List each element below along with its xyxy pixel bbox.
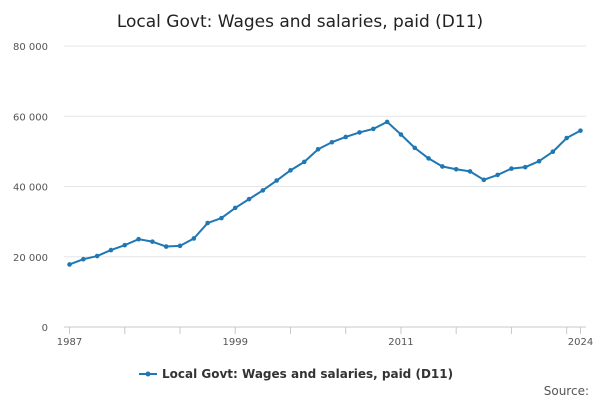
- data-point[interactable]: [522, 164, 528, 170]
- y-tick-label: 80 000: [13, 42, 48, 53]
- data-point[interactable]: [288, 168, 293, 173]
- data-point[interactable]: [564, 135, 569, 141]
- data-point[interactable]: [232, 205, 238, 211]
- data-point[interactable]: [122, 242, 128, 248]
- y-tick-label: 20 000: [13, 253, 48, 264]
- data-point[interactable]: [177, 243, 183, 249]
- y-tick-label: 60 000: [13, 112, 48, 123]
- data-point[interactable]: [357, 130, 362, 135]
- legend-label: Local Govt: Wages and salaries, paid (D1…: [162, 367, 453, 381]
- data-point[interactable]: [440, 164, 445, 169]
- data-point[interactable]: [412, 145, 418, 151]
- series-line[interactable]: [69, 120, 581, 266]
- data-point[interactable]: [219, 215, 224, 221]
- data-point[interactable]: [274, 178, 279, 183]
- data-point[interactable]: [108, 247, 114, 253]
- data-point[interactable]: [453, 166, 459, 172]
- x-axis: 1987 1999 2011 2024: [57, 326, 593, 348]
- x-tick-label: 2024: [568, 337, 593, 348]
- data-point[interactable]: [371, 126, 376, 132]
- data-point[interactable]: [136, 236, 141, 242]
- y-axis-tick-labels: 0 20 000 40 000 60 000 80 000: [13, 42, 48, 334]
- data-point[interactable]: [343, 134, 349, 140]
- x-tick-label: 2011: [388, 337, 413, 348]
- data-point[interactable]: [163, 244, 169, 249]
- data-point[interactable]: [384, 119, 390, 125]
- data-point[interactable]: [205, 220, 210, 226]
- series-layer: [67, 119, 583, 267]
- data-point[interactable]: [426, 156, 431, 161]
- data-point[interactable]: [315, 146, 321, 152]
- data-point[interactable]: [495, 172, 500, 178]
- y-tick-label: 40 000: [13, 183, 48, 194]
- data-point[interactable]: [398, 132, 404, 137]
- data-point[interactable]: [467, 169, 473, 174]
- data-point[interactable]: [578, 128, 583, 133]
- y-tick-label: 0: [42, 323, 48, 334]
- data-point[interactable]: [301, 159, 307, 165]
- chart-title: Local Govt: Wages and salaries, paid (D1…: [117, 12, 483, 32]
- source-label: Source:: [544, 384, 589, 398]
- data-point[interactable]: [81, 256, 86, 262]
- data-point[interactable]: [509, 166, 514, 171]
- data-point[interactable]: [329, 139, 335, 145]
- data-point[interactable]: [550, 149, 556, 155]
- data-point[interactable]: [191, 236, 197, 241]
- x-tick-label: 1987: [57, 337, 82, 348]
- data-point[interactable]: [150, 239, 155, 244]
- data-point[interactable]: [481, 177, 487, 183]
- data-point[interactable]: [536, 158, 542, 164]
- data-point[interactable]: [67, 262, 72, 267]
- x-tick-label: 1999: [223, 337, 248, 348]
- data-point[interactable]: [246, 196, 252, 202]
- data-point[interactable]: [260, 188, 266, 193]
- grid: [64, 45, 586, 258]
- legend-dot-marker: [145, 371, 151, 377]
- data-point[interactable]: [94, 253, 100, 259]
- legend[interactable]: Local Govt: Wages and salaries, paid (D1…: [139, 367, 453, 381]
